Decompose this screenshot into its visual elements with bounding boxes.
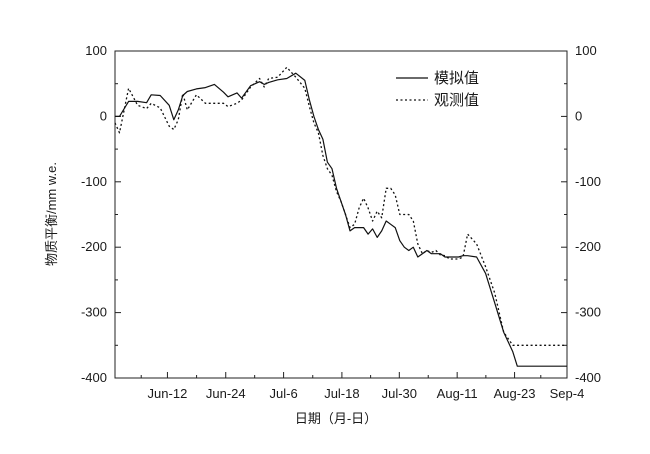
y-axis-title: 物质平衡/mm w.e. bbox=[44, 162, 59, 266]
y-tick-label-right: -400 bbox=[575, 370, 601, 385]
y-tick-label-right: -300 bbox=[575, 305, 601, 320]
y-tick-label-right: 100 bbox=[575, 43, 597, 58]
y-tick-labels-left: 100 0 -100 -200 -300 -400 bbox=[81, 43, 107, 385]
x-tick-label: Jul-6 bbox=[270, 386, 298, 401]
x-tick-label: Jun-12 bbox=[148, 386, 188, 401]
series-line-simulated bbox=[115, 72, 567, 367]
x-tick-label: Jun-24 bbox=[206, 386, 246, 401]
y-tick-label-left: 100 bbox=[85, 43, 107, 58]
y-tick-labels-right: 100 0 -100 -200 -300 -400 bbox=[575, 43, 601, 385]
y-tick-label-left: -100 bbox=[81, 174, 107, 189]
x-tick-label: Jul-18 bbox=[324, 386, 359, 401]
x-tick-label: Sep-4 bbox=[550, 386, 585, 401]
x-axis-title: 日期（月-日） bbox=[295, 411, 377, 426]
legend-label-observed: 观测值 bbox=[434, 92, 479, 109]
y-tick-label-left: -400 bbox=[81, 370, 107, 385]
y-tick-label-left: -300 bbox=[81, 305, 107, 320]
x-tick-label: Aug-11 bbox=[437, 386, 478, 401]
legend-label-simulated: 模拟值 bbox=[434, 70, 479, 87]
y-tick-label-right: -100 bbox=[575, 174, 601, 189]
x-tick-label: Aug-23 bbox=[494, 386, 536, 401]
y-tick-label-right: 0 bbox=[575, 108, 582, 123]
x-tick-label: Jul-30 bbox=[382, 386, 417, 401]
axis-ticks bbox=[115, 50, 568, 379]
x-tick-labels: Jun-12 Jun-24 Jul-6 Jul-18 Jul-30 Aug-11 Aug-2… bbox=[148, 386, 585, 401]
y-tick-label-right: -200 bbox=[575, 239, 601, 254]
series-line-observed bbox=[114, 66, 567, 346]
series-group bbox=[114, 66, 567, 367]
plot-frame bbox=[114, 50, 568, 379]
y-tick-label-left: 0 bbox=[100, 108, 107, 123]
y-tick-label-left: -200 bbox=[81, 239, 107, 254]
